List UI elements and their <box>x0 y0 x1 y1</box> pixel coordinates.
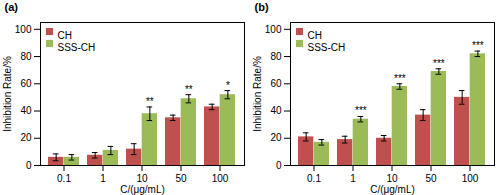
svg-text:60: 60 <box>20 78 32 89</box>
svg-text:40: 40 <box>270 105 282 116</box>
svg-text:***: *** <box>433 58 445 69</box>
svg-text:**: ** <box>146 96 154 107</box>
svg-text:Inhibition Rate/%: Inhibition Rate/% <box>2 56 13 132</box>
svg-text:100: 100 <box>462 173 479 184</box>
svg-text:0.1: 0.1 <box>57 173 71 184</box>
svg-text:CH: CH <box>308 30 322 41</box>
svg-text:***: *** <box>394 73 406 84</box>
svg-text:SSS-CH: SSS-CH <box>308 42 346 53</box>
svg-text:0.1: 0.1 <box>307 173 321 184</box>
svg-text:60: 60 <box>270 78 282 89</box>
svg-text:C/(μg/mL): C/(μg/mL) <box>370 184 415 195</box>
svg-text:10: 10 <box>386 173 398 184</box>
svg-text:80: 80 <box>270 51 282 62</box>
svg-text:1: 1 <box>100 173 106 184</box>
svg-text:C/(μg/mL): C/(μg/mL) <box>120 184 165 195</box>
svg-text:CH: CH <box>58 30 72 41</box>
svg-text:**: ** <box>185 84 193 95</box>
svg-text:50: 50 <box>425 173 437 184</box>
svg-text:100: 100 <box>15 24 32 35</box>
svg-text:(a): (a) <box>5 1 19 13</box>
svg-text:1: 1 <box>350 173 356 184</box>
svg-text:20: 20 <box>20 132 32 143</box>
svg-text:80: 80 <box>20 51 32 62</box>
svg-text:Inhibition Rate/%: Inhibition Rate/% <box>252 56 263 132</box>
svg-text:50: 50 <box>175 173 187 184</box>
svg-text:***: *** <box>472 40 484 51</box>
svg-text:0: 0 <box>26 160 32 171</box>
svg-text:SSS-CH: SSS-CH <box>58 42 96 53</box>
svg-text:0: 0 <box>276 160 282 171</box>
svg-text:100: 100 <box>212 173 229 184</box>
svg-text:***: *** <box>355 105 367 116</box>
svg-text:10: 10 <box>136 173 148 184</box>
svg-text:20: 20 <box>270 132 282 143</box>
svg-text:100: 100 <box>265 24 282 35</box>
svg-text:40: 40 <box>20 105 32 116</box>
svg-text:(b): (b) <box>255 1 269 13</box>
svg-text:*: * <box>226 80 230 91</box>
